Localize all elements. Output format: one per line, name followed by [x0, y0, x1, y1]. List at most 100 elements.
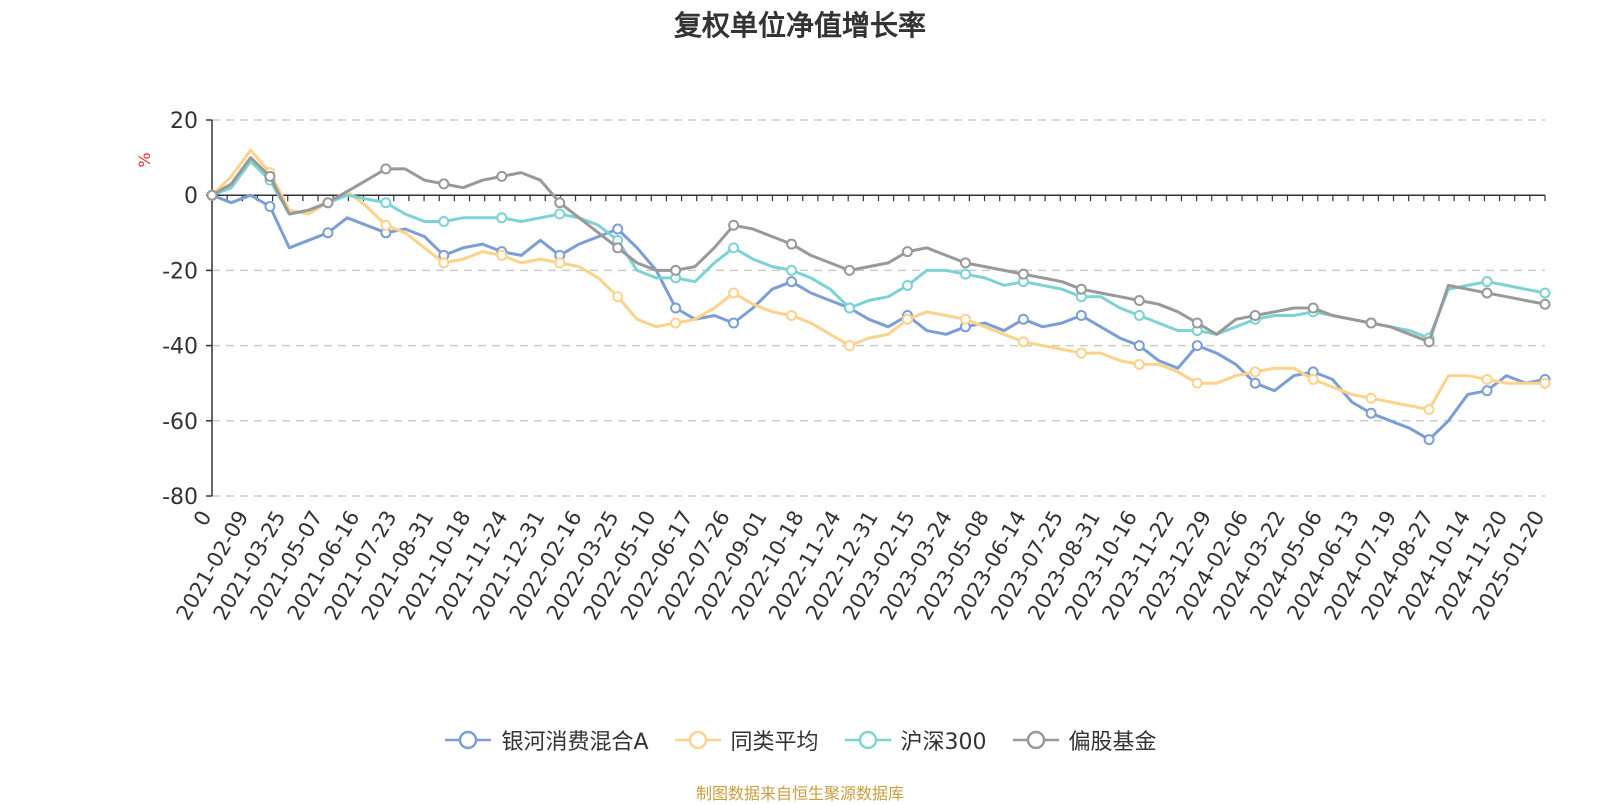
series-line-1: [210, 148, 1545, 411]
data-point: [1365, 317, 1377, 329]
data-point: [1017, 313, 1029, 325]
data-point: [554, 257, 566, 269]
data-point: [612, 242, 624, 254]
data-point: [670, 264, 682, 276]
data-point: [206, 189, 218, 201]
data-point: [1423, 404, 1435, 416]
data-point: [1191, 317, 1203, 329]
y-tick-label: -20: [162, 259, 198, 284]
data-point: [1133, 358, 1145, 370]
data-point: [612, 223, 624, 235]
series-line-0: [211, 193, 1546, 442]
data-point: [1365, 407, 1377, 419]
legend-line-circle-icon: [844, 730, 891, 750]
data-point: [1481, 385, 1493, 397]
data-point: [554, 197, 566, 209]
data-point: [1133, 340, 1145, 352]
data-point: [786, 264, 798, 276]
data-point: [496, 170, 508, 182]
data-point: [901, 279, 913, 291]
y-tick-label: 0: [184, 184, 198, 209]
data-point: [1249, 310, 1261, 322]
data-point: [1191, 377, 1203, 389]
data-point: [1539, 298, 1551, 310]
grid-lines: [212, 119, 1545, 497]
data-point: [438, 216, 450, 228]
legend-item-2[interactable]: 沪深300: [843, 724, 987, 756]
data-point: [322, 227, 334, 239]
data-point: [670, 302, 682, 314]
data-point: [1423, 336, 1435, 348]
y-tick-label: -60: [162, 410, 198, 435]
data-point: [380, 163, 392, 175]
legend-label: 银河消费混合A: [501, 730, 649, 755]
y-tick-label: 20: [170, 109, 198, 134]
data-point: [786, 238, 798, 250]
data-point: [1481, 373, 1493, 385]
data-point: [496, 249, 508, 261]
legend-label: 沪深300: [900, 730, 987, 755]
data-point: [380, 219, 392, 231]
data-point: [1365, 392, 1377, 404]
series-line-2: [211, 159, 1546, 340]
data-point: [786, 310, 798, 322]
legend-line-circle-icon: [674, 730, 721, 750]
y-tick-label: -40: [162, 335, 198, 360]
data-point: [1249, 377, 1261, 389]
data-point: [1017, 268, 1029, 280]
data-point: [670, 317, 682, 329]
data-point: [438, 257, 450, 269]
legend-item-1[interactable]: 同类平均: [673, 724, 819, 756]
y-axis-label: %: [135, 152, 154, 167]
source-note: 制图数据来自恒生聚源数据库: [695, 784, 904, 803]
data-point: [728, 317, 740, 329]
series-lines: [206, 148, 1551, 446]
data-point: [786, 276, 798, 288]
legend-item-0[interactable]: 银河消费混合A: [443, 724, 649, 756]
data-point: [1539, 377, 1551, 389]
series-line-3: [211, 156, 1546, 344]
chart-title: 复权单位净值增长率: [673, 9, 926, 42]
data-point: [901, 313, 913, 325]
data-point: [1307, 302, 1319, 314]
legend-label: 同类平均: [730, 730, 819, 755]
data-point: [612, 291, 624, 303]
data-point: [728, 287, 740, 299]
data-point: [959, 257, 971, 269]
data-point: [844, 340, 856, 352]
data-point: [844, 264, 856, 276]
legend-label: 偏股基金: [1068, 730, 1157, 755]
legend-item-3[interactable]: 偏股基金: [1011, 724, 1157, 756]
data-point: [438, 178, 450, 190]
data-point: [728, 219, 740, 231]
axes: 200-20-40-60-8002021-02-092021-03-252021…: [162, 109, 1549, 624]
data-point: [1539, 287, 1551, 299]
data-point: [1481, 287, 1493, 299]
data-point: [844, 302, 856, 314]
data-point: [1133, 294, 1145, 306]
data-point: [264, 170, 276, 182]
data-point: [1075, 310, 1087, 322]
legend-line-circle-icon: [445, 730, 492, 750]
data-point: [1307, 373, 1319, 385]
data-point: [1423, 434, 1435, 446]
data-point: [496, 212, 508, 224]
y-tick-label: -80: [162, 485, 198, 510]
data-point: [1191, 340, 1203, 352]
data-point: [1075, 283, 1087, 295]
data-point: [1249, 366, 1261, 378]
data-point: [959, 313, 971, 325]
data-point: [1075, 347, 1087, 359]
data-point: [380, 197, 392, 209]
x-tick-label: 0: [189, 507, 216, 531]
data-point: [1133, 310, 1145, 322]
legend-line-circle-icon: [1012, 730, 1059, 750]
data-point: [264, 200, 276, 212]
data-point: [959, 268, 971, 280]
data-point: [901, 246, 913, 258]
data-point: [728, 242, 740, 254]
data-point: [1481, 276, 1493, 288]
data-point: [554, 208, 566, 220]
data-point: [322, 197, 334, 209]
